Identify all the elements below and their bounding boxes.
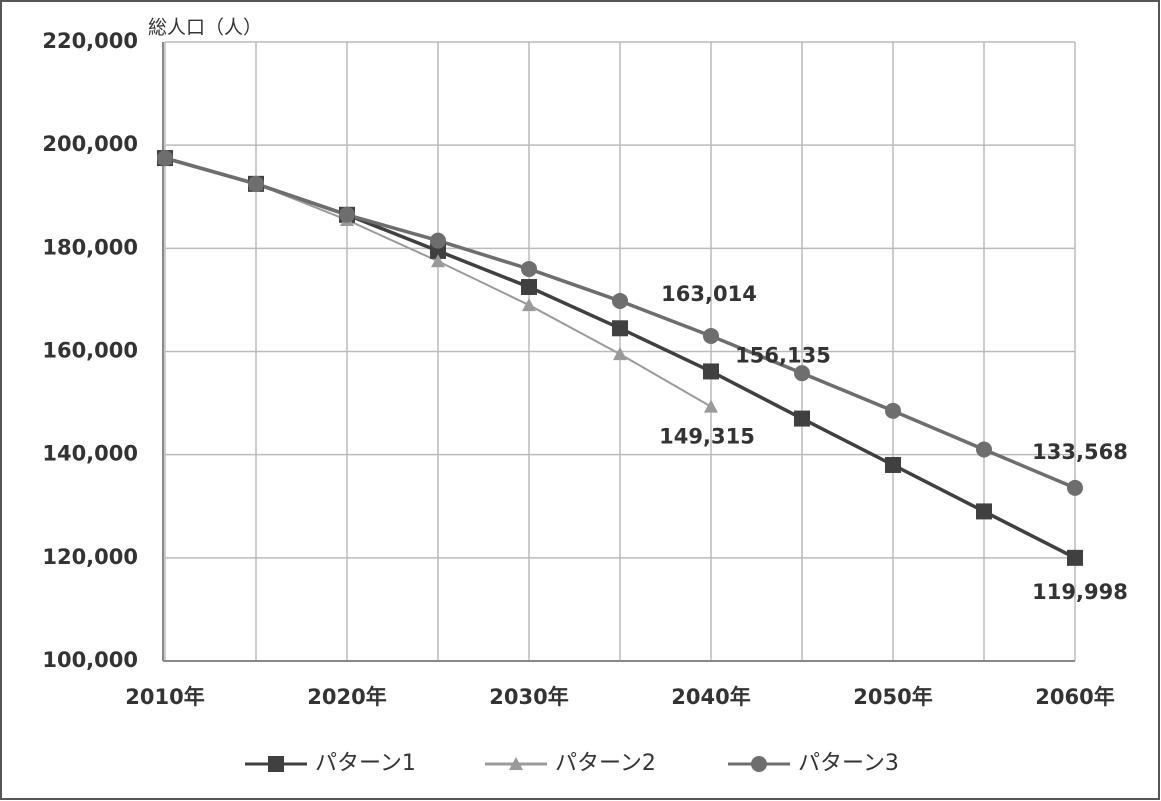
data-point	[885, 456, 901, 473]
data-point	[1067, 549, 1083, 566]
data-point	[339, 206, 355, 223]
data-point	[521, 279, 537, 296]
x-tick-label: 2040年	[671, 685, 750, 709]
data-point	[612, 292, 628, 309]
y-tick-label: 220,000	[42, 29, 138, 53]
y-tick-label: 120,000	[42, 545, 138, 569]
x-tick-label: 2030年	[489, 685, 568, 709]
data-point	[521, 260, 537, 277]
data-point	[885, 402, 901, 419]
legend-marker	[509, 757, 523, 770]
data-point	[976, 441, 992, 458]
data-point	[704, 399, 718, 413]
data-point	[612, 320, 628, 337]
legend-marker	[751, 756, 767, 772]
data-point	[703, 363, 719, 380]
y-tick-label: 100,000	[42, 648, 138, 672]
y-tick-label: 180,000	[42, 235, 138, 259]
legend-label: パターン2	[555, 751, 656, 776]
y-tick-label: 140,000	[42, 442, 138, 466]
y-axis-label: 総人口（人）	[148, 17, 262, 39]
data-point	[794, 365, 810, 382]
data-point	[976, 503, 992, 520]
data-label: 149,315	[659, 425, 755, 449]
data-point	[703, 327, 719, 344]
data-point	[248, 175, 264, 192]
data-label: 163,014	[661, 282, 757, 306]
data-label: 119,998	[1032, 580, 1128, 604]
x-tick-label: 2010年	[125, 685, 204, 709]
data-label: 133,568	[1032, 440, 1128, 464]
data-point	[430, 232, 446, 249]
legend-marker	[268, 756, 284, 772]
x-tick-label: 2050年	[853, 685, 932, 709]
data-point	[794, 410, 810, 427]
data-point	[613, 347, 627, 361]
data-point	[431, 254, 445, 268]
data-point	[157, 150, 173, 167]
data-point	[1067, 479, 1083, 496]
x-tick-label: 2020年	[307, 685, 386, 709]
legend-label: パターン3	[798, 751, 899, 776]
data-label: 156,135	[735, 343, 831, 367]
y-tick-label: 200,000	[42, 132, 138, 156]
y-tick-label: 160,000	[42, 339, 138, 363]
x-tick-label: 2060年	[1035, 685, 1114, 709]
legend-label: パターン1	[315, 751, 416, 776]
data-point	[522, 298, 536, 312]
